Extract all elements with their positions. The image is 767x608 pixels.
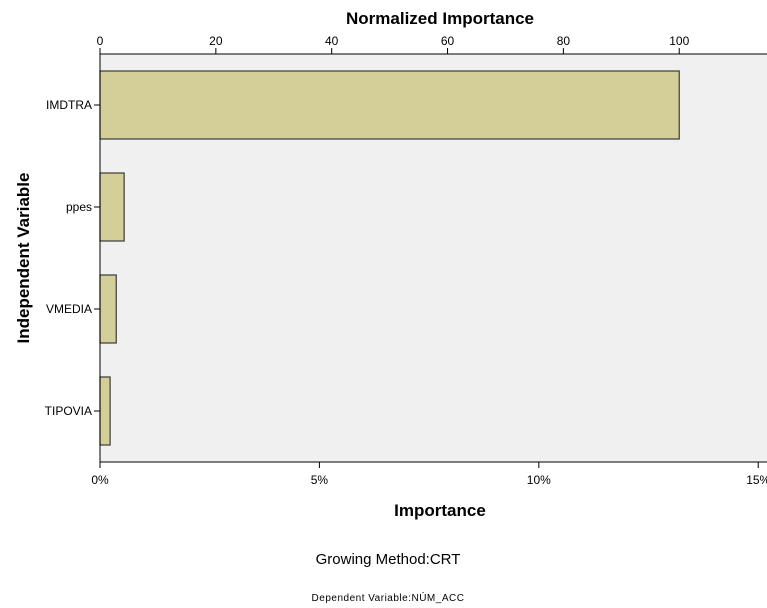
category-label: VMEDIA (46, 302, 92, 316)
x-tick-label: 5% (311, 473, 329, 487)
y-axis: IMDTRA ppes VMEDIA TIPOVIA (45, 98, 100, 418)
category-label: TIPOVIA (45, 404, 92, 418)
x-tick-label: 0% (91, 473, 109, 487)
dependent-variable-note: Dependent Variable:NÚM_ACC (312, 591, 465, 604)
bar-ppes (99, 172, 125, 242)
y-axis-title: Independent Variable (14, 173, 33, 344)
bars (99, 70, 680, 446)
x-tick-label: 10% (527, 473, 551, 487)
bar-vmedia (99, 274, 117, 344)
x-axis-title: Importance (394, 501, 486, 520)
top-axis-title: Normalized Importance (346, 9, 534, 28)
top-axis: 0 20 40 60 80 100 (97, 34, 690, 54)
top-tick-label: 20 (209, 34, 223, 48)
category-label: ppes (66, 200, 92, 214)
bar-imdtra (99, 70, 680, 140)
top-tick-label: 80 (557, 34, 571, 48)
bar-tipovia (99, 376, 111, 446)
x-tick-label: 15% (746, 473, 767, 487)
top-tick-label: 0 (97, 34, 104, 48)
growing-method-note: Growing Method:CRT (316, 551, 461, 568)
top-tick-label: 40 (325, 34, 339, 48)
top-tick-label: 60 (441, 34, 455, 48)
bottom-axis: 0% 5% 10% 15% (91, 462, 767, 487)
category-label: IMDTRA (46, 98, 92, 112)
top-tick-label: 100 (669, 34, 689, 48)
